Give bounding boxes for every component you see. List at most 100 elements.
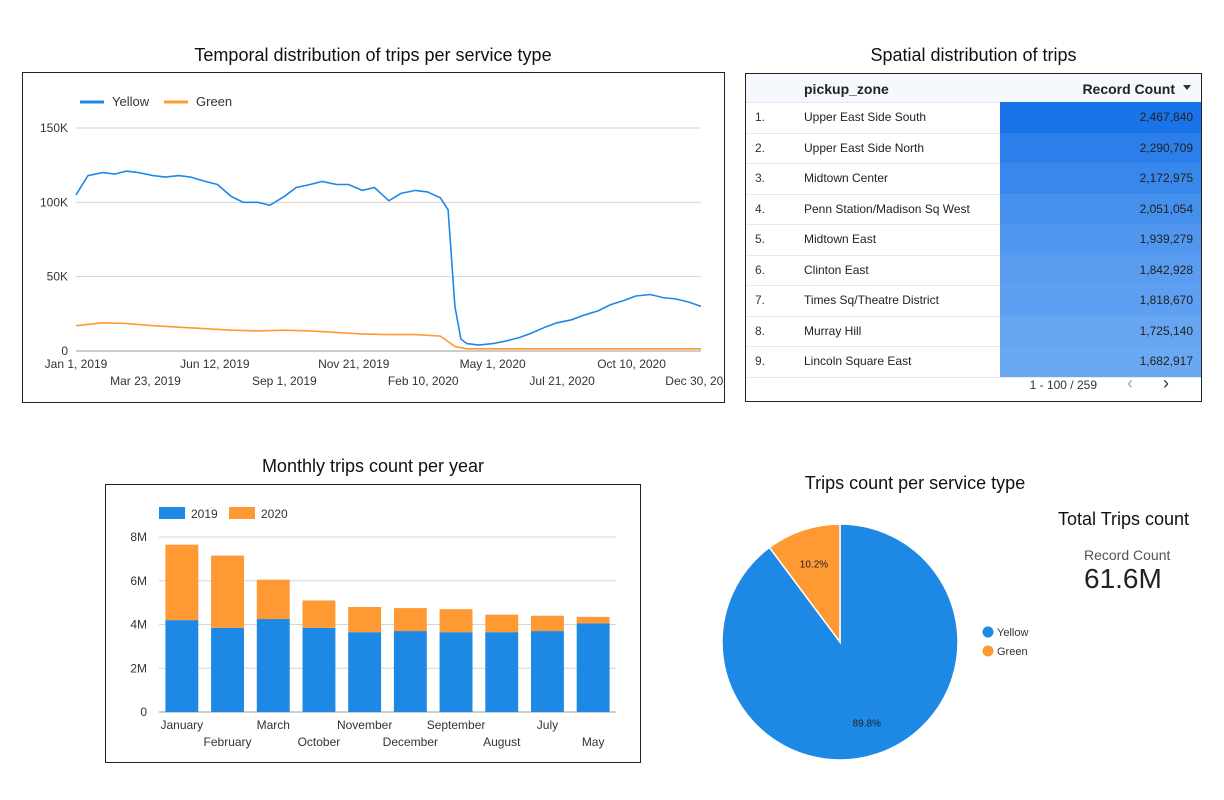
bar-2020-november[interactable] (348, 607, 381, 632)
row-index: 5. (755, 232, 765, 246)
x-tick-label: Jul 21, 2020 (529, 374, 595, 388)
bar-2020-september[interactable] (440, 609, 473, 632)
x-tick-label: Jun 12, 2019 (180, 357, 250, 371)
legend-swatch (983, 646, 994, 657)
table-row[interactable]: 5. Midtown East 1,939,279 (746, 224, 1201, 256)
pickup-zone-cell: Lincoln Square East (804, 354, 911, 368)
x-tick-label: February (204, 735, 252, 749)
bar-2019-december[interactable] (394, 631, 427, 712)
pickup-zone-cell: Upper East Side South (804, 110, 926, 124)
legend-label: Yellow (112, 94, 150, 109)
y-tick-label: 6M (130, 574, 147, 588)
x-tick-label: August (483, 735, 521, 749)
table-row[interactable]: 7. Times Sq/Theatre District 1,818,670 (746, 285, 1201, 317)
bar-2020-january[interactable] (165, 545, 198, 620)
row-index: 1. (755, 110, 765, 124)
bar-2019-july[interactable] (531, 631, 564, 712)
chevron-right-icon[interactable]: › (1163, 373, 1169, 394)
legend-swatch (229, 507, 255, 519)
record-count-cell: 2,290,709 (1140, 141, 1193, 155)
table-row[interactable]: 4. Penn Station/Madison Sq West 2,051,054 (746, 194, 1201, 226)
bar-2020-march[interactable] (257, 580, 290, 619)
y-tick-label: 150K (40, 121, 68, 135)
legend-label: Green (196, 94, 232, 109)
x-tick-label: Sep 1, 2019 (252, 374, 317, 388)
monthly-chart-panel: 0 2M 4M 6M 8M January February March October Nove… (105, 484, 641, 763)
table-row[interactable]: 3. Midtown Center 2,172,975 (746, 163, 1201, 195)
bar-2019-september[interactable] (440, 632, 473, 712)
record-count-cell: 1,682,917 (1140, 354, 1193, 368)
pickup-zone-cell: Midtown Center (804, 171, 888, 185)
pie-slice-label: 10.2% (800, 560, 828, 571)
record-count-cell: 1,818,670 (1140, 293, 1193, 307)
x-tick-label: May (582, 735, 605, 749)
row-index: 3. (755, 171, 765, 185)
bar-2019-january[interactable] (165, 620, 198, 712)
row-index: 6. (755, 263, 765, 277)
bar-2019-may[interactable] (577, 623, 610, 712)
column-header-pickup-zone[interactable]: pickup_zone (804, 81, 889, 97)
pie-slice-label: 89.8% (853, 719, 881, 730)
column-header-record-count[interactable]: Record Count (1082, 81, 1175, 97)
x-tick-label: May 1, 2020 (460, 357, 526, 371)
temporal-chart-panel: 0 50K 100K 150K Jan 1, 2019 Jun 12, 2019 Nov 2… (22, 72, 725, 403)
chevron-left-icon[interactable]: ‹ (1127, 373, 1133, 394)
record-count-cell: 1,939,279 (1140, 232, 1193, 246)
record-count-cell: 1,842,928 (1140, 263, 1193, 277)
x-tick-label: Feb 10, 2020 (388, 374, 459, 388)
bar-2020-october[interactable] (302, 600, 335, 627)
pickup-zone-cell: Times Sq/Theatre District (804, 293, 939, 307)
bar-2020-december[interactable] (394, 608, 427, 631)
record-count-cell: 2,051,054 (1140, 202, 1193, 216)
y-tick-label: 50K (47, 270, 68, 284)
x-tick-label: December (383, 735, 438, 749)
scorecard-value: 61.6M (1084, 563, 1162, 595)
pagination-range: 1 - 100 / 259 (1030, 378, 1097, 392)
record-count-cell: 2,467,840 (1140, 110, 1193, 124)
row-index: 7. (755, 293, 765, 307)
bar-2019-august[interactable] (485, 632, 518, 712)
table-row[interactable]: 8. Murray Hill 1,725,140 (746, 316, 1201, 348)
y-tick-label: 100K (40, 195, 68, 209)
pickup-zone-cell: Upper East Side North (804, 141, 924, 155)
legend-label: 2019 (191, 507, 218, 521)
temporal-chart-title: Temporal distribution of trips per servi… (0, 45, 746, 66)
series-line-yellow (76, 171, 701, 345)
x-tick-label: Dec 30, 2020 (665, 374, 723, 388)
row-index: 2. (755, 141, 765, 155)
bar-2019-november[interactable] (348, 632, 381, 712)
y-tick-label: 4M (130, 618, 147, 632)
row-index: 9. (755, 354, 765, 368)
x-tick-label: Jan 1, 2019 (45, 357, 108, 371)
bar-2020-august[interactable] (485, 615, 518, 633)
bar-2020-february[interactable] (211, 556, 244, 628)
bar-2020-may[interactable] (577, 617, 610, 624)
table-header: pickup_zone Record Count (746, 74, 1201, 103)
y-tick-label: 8M (130, 530, 147, 544)
table-row[interactable]: 2. Upper East Side North 2,290,709 (746, 133, 1201, 165)
bar-2019-october[interactable] (302, 628, 335, 712)
temporal-line-chart: 0 50K 100K 150K Jan 1, 2019 Jun 12, 2019 Nov 2… (23, 73, 723, 401)
table-row[interactable]: 1. Upper East Side South 2,467,840 (746, 102, 1201, 134)
pie-chart-title: Trips count per service type (720, 473, 1110, 494)
x-tick-label: Oct 10, 2020 (597, 357, 666, 371)
sort-descending-icon[interactable] (1183, 85, 1191, 90)
legend-label: 2020 (261, 507, 288, 521)
bar-2019-february[interactable] (211, 628, 244, 712)
x-tick-label: March (257, 718, 290, 732)
x-tick-label: Mar 23, 2019 (110, 374, 181, 388)
x-tick-label: January (160, 718, 203, 732)
bar-2019-march[interactable] (257, 619, 290, 712)
bar-2020-july[interactable] (531, 616, 564, 631)
table-row[interactable]: 6. Clinton East 1,842,928 (746, 255, 1201, 287)
x-tick-label: Nov 21, 2019 (318, 357, 390, 371)
monthly-chart-title: Monthly trips count per year (105, 456, 641, 477)
pickup-zone-cell: Clinton East (804, 263, 869, 277)
x-tick-label: September (427, 718, 486, 732)
row-index: 8. (755, 324, 765, 338)
row-index: 4. (755, 202, 765, 216)
x-tick-label: October (298, 735, 341, 749)
service-type-pie-chart: 89.8% 10.2% Yellow Green (705, 505, 1105, 795)
pickup-zone-cell: Penn Station/Madison Sq West (804, 202, 970, 216)
